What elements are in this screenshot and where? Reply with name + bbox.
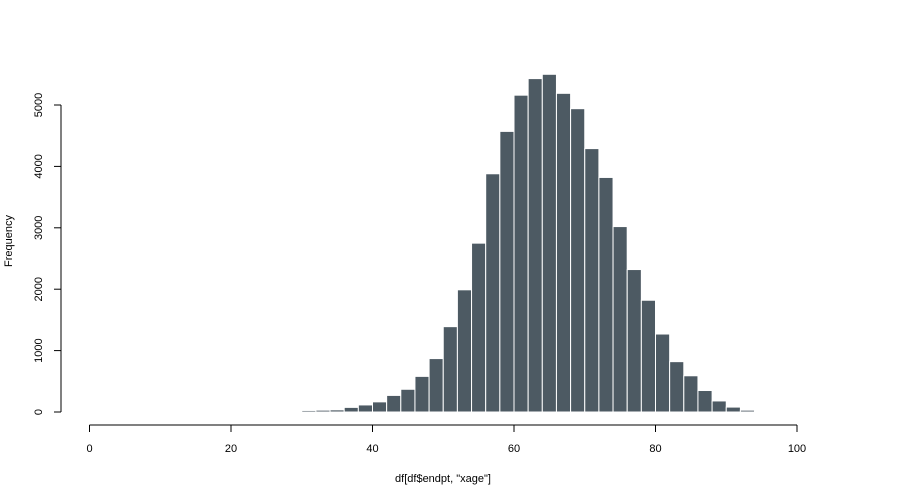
histogram-bar	[612, 226, 628, 413]
y-tick-label: 1000	[33, 338, 45, 362]
y-tick-label: 5000	[33, 93, 45, 117]
histogram-bar	[570, 108, 586, 413]
histogram-bar	[386, 394, 402, 413]
histogram-bar	[697, 390, 713, 413]
histogram-bar	[527, 78, 543, 413]
histogram-bar	[711, 400, 727, 413]
histogram-bar	[471, 242, 487, 413]
x-tick-label: 0	[86, 443, 92, 455]
x-axis: 0 20 40 60 80 100	[86, 424, 806, 455]
histogram-bar	[584, 148, 600, 413]
x-tick-label: 20	[225, 443, 237, 455]
histogram-bar	[456, 289, 473, 413]
y-tick-label: 0	[33, 409, 45, 415]
histogram-bar	[301, 409, 317, 413]
histogram-bar	[754, 410, 770, 413]
x-tick-label: 80	[649, 443, 661, 455]
y-axis-title: Frequency	[3, 215, 15, 267]
histogram-bar	[400, 388, 416, 413]
histogram-bar	[513, 94, 529, 413]
bars-group	[244, 73, 770, 413]
y-tick-label: 2000	[33, 277, 45, 301]
histogram-bar	[372, 401, 388, 413]
histogram-bar	[739, 409, 756, 413]
histogram-bar	[442, 326, 458, 413]
histogram-bar	[244, 410, 260, 413]
histogram-bar	[428, 358, 444, 413]
histogram-bar	[272, 410, 289, 413]
x-tick-label: 100	[788, 443, 806, 455]
x-tick-label: 60	[508, 443, 520, 455]
x-axis-title: df[df$endpt, "xage"]	[395, 473, 491, 485]
histogram-bar	[485, 173, 501, 413]
y-axis: 0 1000 2000 3000 4000 5000	[33, 93, 62, 415]
histogram-bar	[640, 299, 656, 413]
histogram-bar	[655, 333, 671, 413]
histogram-bar	[414, 375, 430, 413]
histogram-bar	[626, 269, 642, 413]
x-tick-label: 40	[366, 443, 378, 455]
histogram-bar	[315, 409, 331, 413]
histogram-bar	[555, 92, 572, 413]
histogram-bar	[598, 176, 614, 413]
histogram-bar	[683, 375, 699, 413]
histogram-bar	[725, 406, 741, 413]
histogram-bar	[343, 406, 359, 413]
histogram-bar	[541, 73, 557, 413]
y-tick-label: 4000	[33, 154, 45, 178]
histogram-bar	[669, 361, 685, 413]
histogram-bar	[357, 404, 374, 413]
histogram-bar	[329, 409, 345, 413]
histogram-bar	[287, 410, 303, 413]
histogram-bar	[499, 130, 515, 413]
y-tick-label: 3000	[33, 216, 45, 240]
